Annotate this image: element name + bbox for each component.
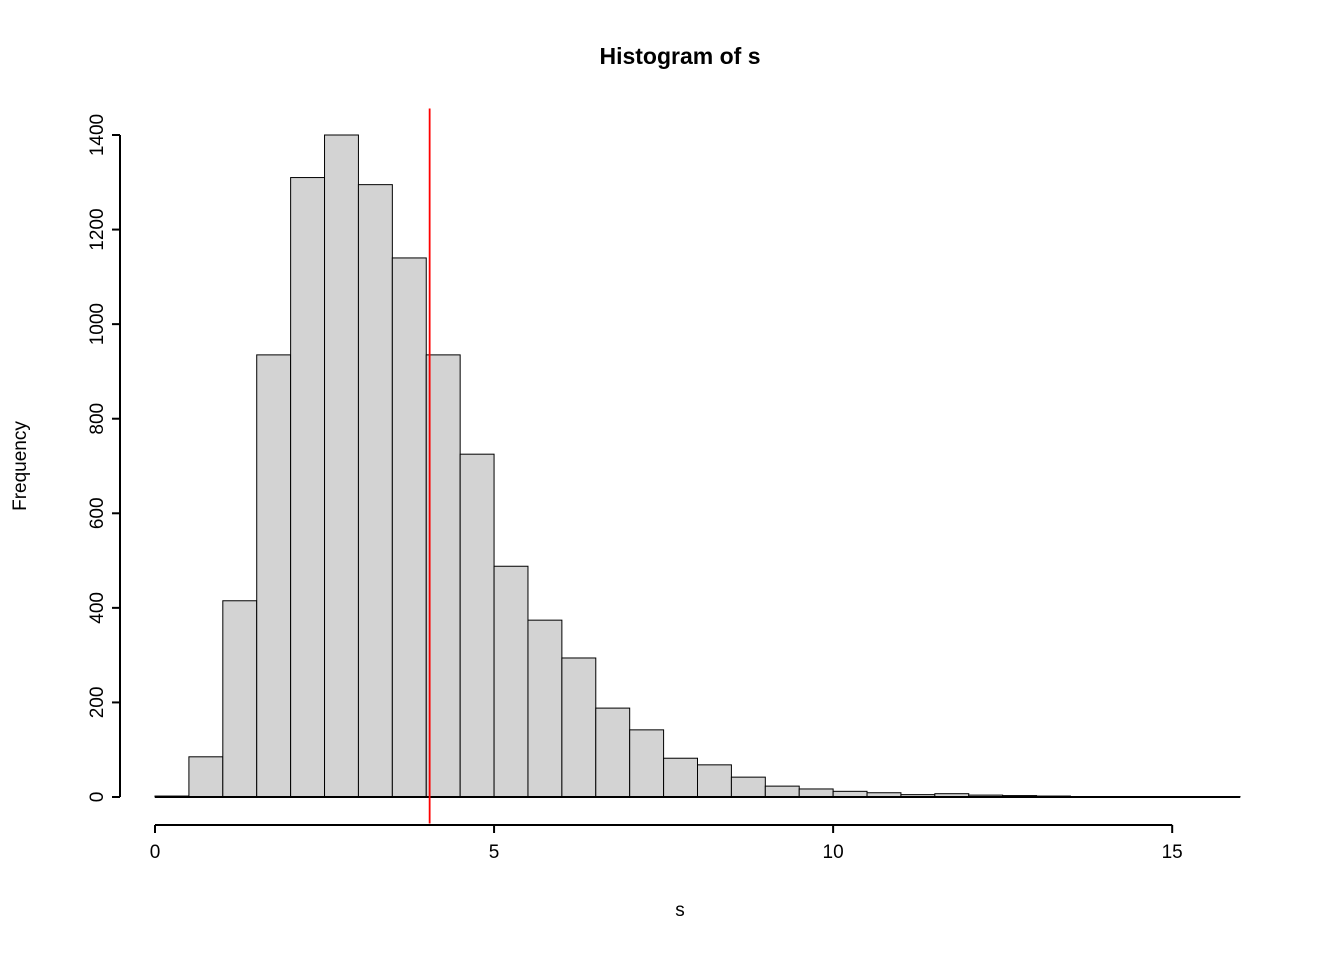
x-tick-label: 5: [489, 842, 500, 863]
histogram-bar: [357, 184, 393, 798]
histogram-bar: [697, 764, 732, 798]
histogram-bar: [663, 757, 698, 798]
histogram-bar: [222, 600, 258, 798]
x-tick-label: 15: [1162, 842, 1183, 863]
y-axis: 0 200 400 600 800 1000 1200 1400: [87, 114, 121, 803]
y-tick-label: 1000: [87, 303, 108, 345]
histogram-bar: [425, 354, 461, 798]
y-tick-label: 1200: [87, 208, 108, 250]
histogram-bars: [154, 134, 1241, 798]
x-axis: 0 5 10 15: [150, 824, 1183, 863]
histogram-bar: [493, 565, 529, 798]
histogram-bar: [561, 657, 597, 798]
histogram-bar: [527, 619, 563, 798]
histogram-bar: [798, 788, 834, 798]
histogram-bar: [629, 729, 665, 798]
histogram-bar: [764, 785, 800, 798]
y-tick-label: 800: [87, 403, 108, 435]
histogram-bar: [459, 453, 495, 798]
histogram-bar: [290, 177, 326, 798]
y-tick-label: 200: [87, 687, 108, 719]
y-tick-label: 1400: [87, 114, 108, 156]
x-tick-label: 10: [823, 842, 844, 863]
histogram-bar: [730, 776, 766, 798]
histogram-bar: [256, 354, 292, 798]
x-axis-label: s: [675, 900, 685, 921]
y-tick-label: 0: [87, 792, 108, 803]
chart-title: Histogram of s: [599, 43, 760, 69]
histogram-bar: [188, 756, 224, 798]
y-tick-label: 400: [87, 592, 108, 624]
histogram-bar: [324, 134, 359, 798]
y-axis-label: Frequency: [10, 421, 31, 511]
histogram-bar: [391, 257, 427, 798]
x-tick-label: 0: [150, 842, 161, 863]
y-tick-label: 600: [87, 497, 108, 529]
histogram-bar: [595, 707, 631, 798]
